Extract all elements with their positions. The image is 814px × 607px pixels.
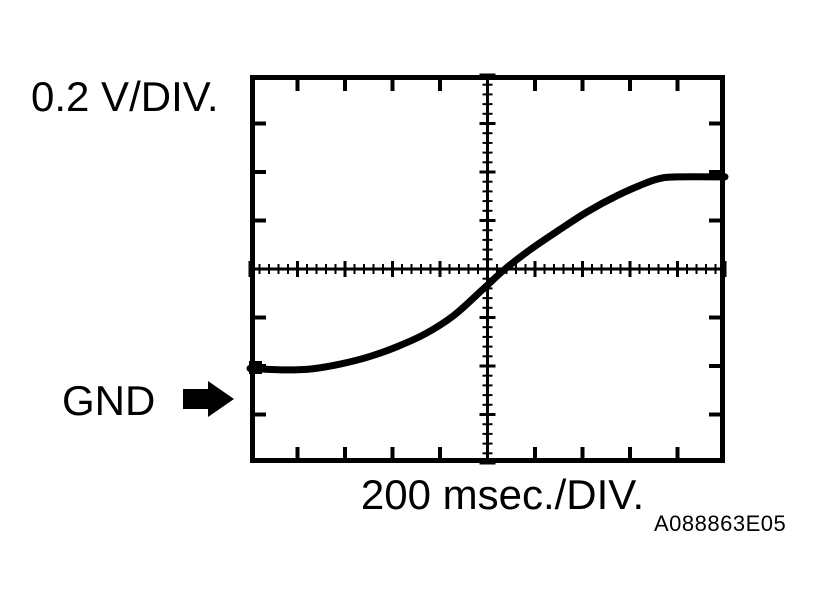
y-scale-label: 0.2 V/DIV. xyxy=(31,73,219,120)
waveform-trace xyxy=(246,173,729,374)
gnd-label: GND xyxy=(62,377,156,424)
graticule-minor-ticks xyxy=(248,73,727,465)
figure-code: A088863E05 xyxy=(654,511,787,536)
gnd-arrow-icon xyxy=(183,381,234,417)
x-scale-label: 200 msec./DIV. xyxy=(360,471,645,518)
